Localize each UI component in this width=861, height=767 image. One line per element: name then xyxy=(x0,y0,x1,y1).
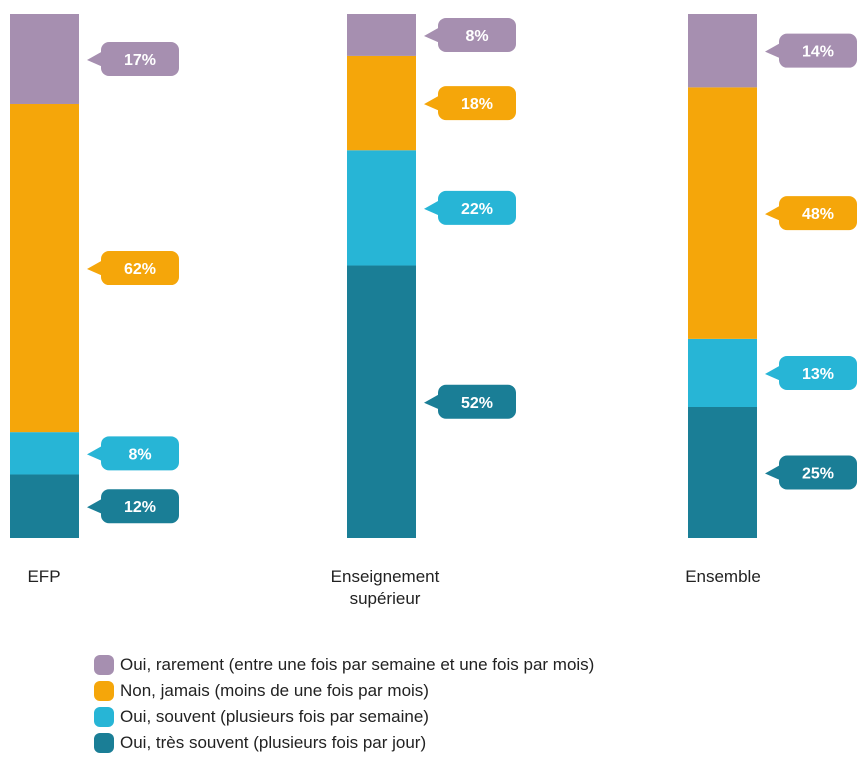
legend-swatch-tres-souvent xyxy=(94,733,114,753)
callout-enseignement-superieur-rarement: 8% xyxy=(424,17,516,52)
callout-box-efp-souvent xyxy=(101,436,179,471)
data-label-efp-souvent: 8% xyxy=(128,446,151,463)
bar-segment-efp-rarement xyxy=(10,14,79,104)
callout-ensemble-jamais: 48% xyxy=(765,196,857,231)
callout-box-efp-tres-souvent xyxy=(101,489,179,524)
callout-pointer-ensemble-souvent xyxy=(765,364,781,381)
data-label-enseignement-superieur-tres-souvent: 52% xyxy=(461,395,493,412)
callout-efp-jamais: 62% xyxy=(87,251,179,286)
legend-item-jamais: Non, jamais (moins de une fois par mois) xyxy=(94,678,594,704)
callout-pointer-ensemble-jamais xyxy=(765,205,781,222)
callout-box-enseignement-superieur-jamais xyxy=(438,86,516,121)
category-label-efp: EFP xyxy=(27,567,61,586)
legend-swatch-souvent xyxy=(94,707,114,727)
bar-segment-enseignement-superieur-jamais xyxy=(347,55,416,151)
callout-box-enseignement-superieur-tres-souvent xyxy=(438,384,516,419)
bar-segment-efp-souvent xyxy=(10,432,79,475)
data-label-efp-jamais: 62% xyxy=(124,261,156,278)
bar-segment-enseignement-superieur-souvent xyxy=(347,150,416,266)
data-label-ensemble-rarement: 14% xyxy=(802,44,834,61)
callout-pointer-efp-jamais xyxy=(87,260,103,277)
bar-segment-ensemble-jamais xyxy=(688,87,757,339)
legend-item-tres-souvent: Oui, très souvent (plusieurs fois par jo… xyxy=(94,730,594,756)
bar-segment-ensemble-tres-souvent xyxy=(688,407,757,538)
callout-box-ensemble-tres-souvent xyxy=(779,455,857,490)
category-label-enseignement-superieur: Enseignement supérieur xyxy=(330,567,440,608)
callout-box-enseignement-superieur-souvent xyxy=(438,190,516,225)
callout-efp-rarement: 17% xyxy=(87,41,179,76)
bar-segment-efp-jamais xyxy=(10,103,79,433)
callout-pointer-enseignement-superieur-jamais xyxy=(424,95,440,112)
legend: Oui, rarement (entre une fois par semain… xyxy=(94,652,594,756)
legend-swatch-jamais xyxy=(94,681,114,701)
data-label-ensemble-tres-souvent: 25% xyxy=(802,466,834,483)
callout-box-enseignement-superieur-rarement xyxy=(438,17,516,52)
bar-segment-ensemble-rarement xyxy=(688,14,757,88)
stacked-bar-chart: 12% 8% 62% 17% 52% 22% 18% 8% 25% 13% 48% 14% xyxy=(10,14,857,538)
data-label-enseignement-superieur-souvent: 22% xyxy=(461,201,493,218)
callout-pointer-enseignement-superieur-tres-souvent xyxy=(424,393,440,410)
callout-box-ensemble-jamais xyxy=(779,196,857,231)
callout-pointer-enseignement-superieur-rarement xyxy=(424,26,440,43)
callout-box-efp-jamais xyxy=(101,251,179,286)
legend-label-jamais: Non, jamais (moins de une fois par mois) xyxy=(120,681,429,700)
callout-pointer-ensemble-tres-souvent xyxy=(765,464,781,481)
callout-box-efp-rarement xyxy=(101,41,179,76)
callout-enseignement-superieur-souvent: 22% xyxy=(424,190,516,225)
legend-label-rarement: Oui, rarement (entre une fois par semain… xyxy=(120,655,595,674)
data-label-ensemble-jamais: 48% xyxy=(802,206,834,223)
data-label-efp-rarement: 17% xyxy=(124,52,156,69)
callout-pointer-enseignement-superieur-souvent xyxy=(424,199,440,216)
callout-ensemble-tres-souvent: 25% xyxy=(765,455,857,490)
bar-segment-enseignement-superieur-tres-souvent xyxy=(347,265,416,538)
legend-label-tres-souvent: Oui, très souvent (plusieurs fois par jo… xyxy=(120,733,427,752)
callout-box-ensemble-souvent xyxy=(779,355,857,390)
legend-item-rarement: Oui, rarement (entre une fois par semain… xyxy=(94,652,594,678)
callout-enseignement-superieur-jamais: 18% xyxy=(424,86,516,121)
data-label-enseignement-superieur-rarement: 8% xyxy=(465,28,488,45)
callout-pointer-efp-tres-souvent xyxy=(87,498,103,515)
callout-pointer-ensemble-rarement xyxy=(765,42,781,59)
legend-swatch-rarement xyxy=(94,655,114,675)
bar-segment-enseignement-superieur-rarement xyxy=(347,14,416,56)
callout-pointer-efp-rarement xyxy=(87,50,103,67)
callout-ensemble-souvent: 13% xyxy=(765,355,857,390)
data-label-enseignement-superieur-jamais: 18% xyxy=(461,96,493,113)
legend-item-souvent: Oui, souvent (plusieurs fois par semaine… xyxy=(94,704,594,730)
legend-label-souvent: Oui, souvent (plusieurs fois par semaine… xyxy=(120,707,429,726)
callout-enseignement-superieur-tres-souvent: 52% xyxy=(424,384,516,419)
callout-pointer-efp-souvent xyxy=(87,445,103,462)
bar-segment-ensemble-souvent xyxy=(688,338,757,407)
callout-ensemble-rarement: 14% xyxy=(765,33,857,68)
callout-efp-souvent: 8% xyxy=(87,436,179,471)
data-label-ensemble-souvent: 13% xyxy=(802,366,834,383)
category-label-ensemble: Ensemble xyxy=(685,567,761,586)
bar-segment-efp-tres-souvent xyxy=(10,474,79,538)
data-label-efp-tres-souvent: 12% xyxy=(124,499,156,516)
callout-box-ensemble-rarement xyxy=(779,33,857,68)
callout-efp-tres-souvent: 12% xyxy=(87,489,179,524)
